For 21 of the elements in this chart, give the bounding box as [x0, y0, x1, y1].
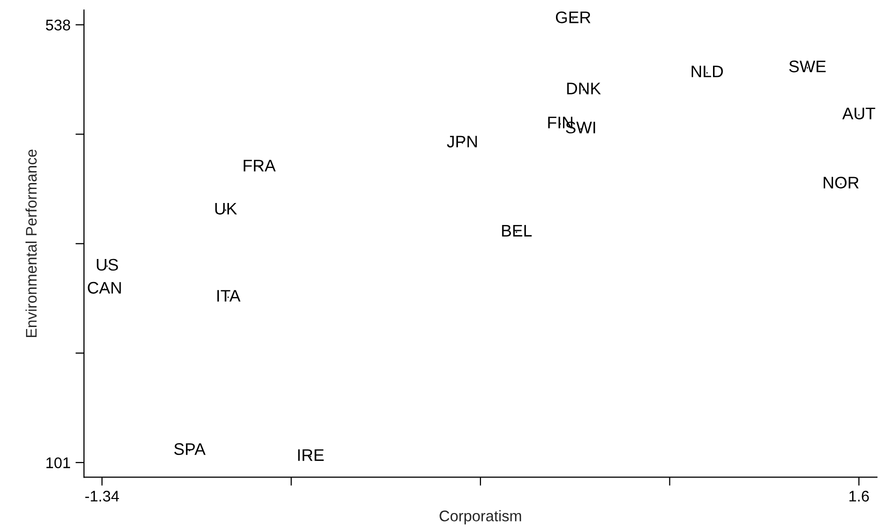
x-tick-label: -1.34 [85, 490, 119, 502]
data-label: JPN [446, 136, 477, 148]
y-tick-label: 101 [46, 457, 70, 468]
y-axis-title: Environmental Performance [26, 150, 37, 338]
data-label: SPA [174, 443, 206, 455]
data-label: US [96, 258, 118, 271]
data-label: IRE [298, 449, 324, 461]
data-label: FRA [244, 160, 276, 172]
data-label: CAN [88, 282, 121, 294]
data-label: DNK [567, 82, 601, 94]
data-label: GER [556, 11, 590, 24]
data-label: NLD [692, 66, 723, 78]
data-label: ITA [217, 290, 240, 302]
data-label: SWE [789, 60, 826, 72]
x-axis-title: Corporatism [440, 510, 522, 524]
data-label: AUT [842, 108, 876, 120]
data-label: BEL [502, 224, 532, 236]
data-label: UK [215, 202, 237, 215]
x-tick-label: 1.6 [849, 490, 869, 502]
y-tick-label: 538 [46, 20, 70, 30]
data-label: NOR [824, 176, 859, 189]
